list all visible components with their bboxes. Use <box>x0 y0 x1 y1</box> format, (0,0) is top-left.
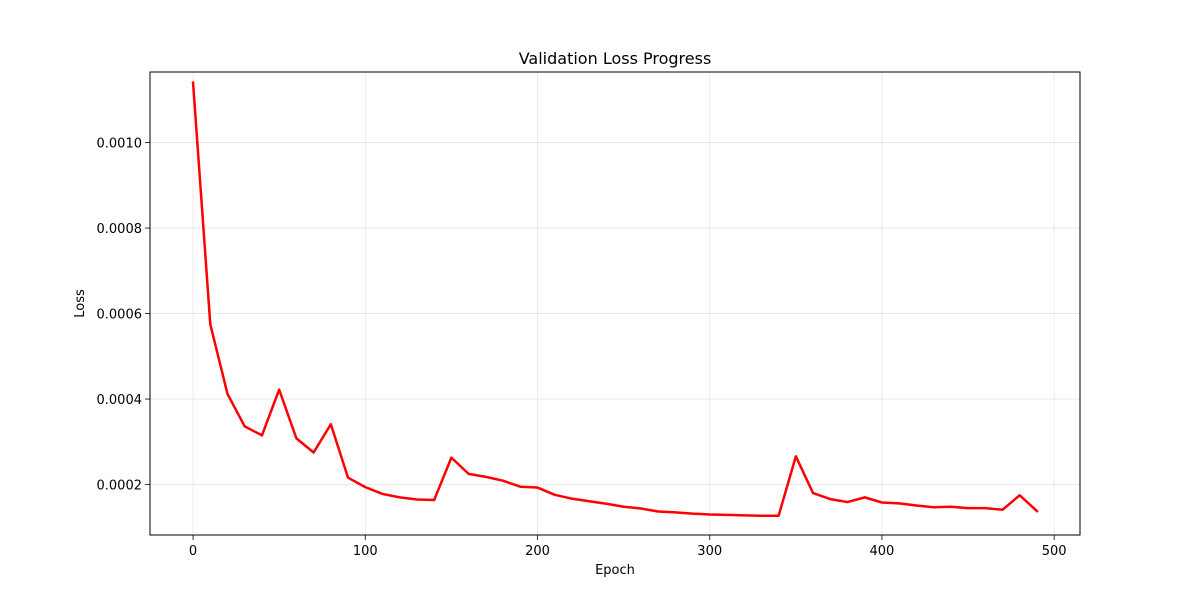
loss-point <box>984 507 987 510</box>
y-axis-ticks: 0.0002 0.0004 0.0006 0.0008 0.0010 <box>97 137 150 494</box>
y-tick-label: 0.0006 <box>97 308 143 323</box>
y-tick-label: 0.0004 <box>97 393 143 408</box>
x-tick-label: 400 <box>870 544 895 559</box>
loss-point <box>381 492 384 495</box>
loss-point <box>691 512 694 515</box>
loss-point <box>1035 510 1038 513</box>
loss-point <box>932 506 935 509</box>
loss-point <box>226 392 229 395</box>
chart-title: Validation Loss Progress <box>519 49 712 68</box>
loss-point <box>415 498 418 501</box>
loss-point <box>743 514 746 517</box>
grid-lines <box>150 72 1080 535</box>
loss-point <box>502 479 505 482</box>
loss-point <box>519 485 522 488</box>
loss-point <box>295 437 298 440</box>
loss-point <box>467 472 470 475</box>
loss-point <box>588 500 591 503</box>
loss-point <box>364 486 367 489</box>
x-axis-ticks: 0 100 200 300 400 500 <box>189 535 1067 559</box>
y-axis-label: Loss <box>73 289 88 318</box>
loss-point <box>553 493 556 496</box>
series-lines <box>191 81 1039 518</box>
loss-point <box>209 323 212 326</box>
x-tick-label: 200 <box>525 544 550 559</box>
loss-point <box>725 513 728 516</box>
loss-point <box>1001 508 1004 511</box>
plot-area-background <box>150 72 1080 535</box>
x-tick-label: 100 <box>353 544 378 559</box>
y-tick-label: 0.0002 <box>97 479 143 494</box>
loss-point <box>863 496 866 499</box>
loss-point <box>605 502 608 505</box>
x-axis-label: Epoch <box>595 563 635 578</box>
loss-line <box>191 81 1039 518</box>
loss-point <box>398 496 401 499</box>
y-tick-label: 0.0008 <box>97 222 143 237</box>
loss-point <box>329 423 332 426</box>
loss-point <box>949 505 952 508</box>
loss-point <box>639 507 642 510</box>
loss-point <box>708 513 711 516</box>
loss-point <box>777 514 780 517</box>
plot-frame <box>149 71 1081 536</box>
loss-point <box>812 492 815 495</box>
loss-point <box>312 451 315 454</box>
loss-point <box>192 81 195 84</box>
x-tick-label: 0 <box>189 544 197 559</box>
x-tick-label: 300 <box>697 544 722 559</box>
loss-point <box>243 425 246 428</box>
loss-point <box>657 510 660 513</box>
x-tick-label: 500 <box>1042 544 1067 559</box>
loss-point <box>915 504 918 507</box>
loss-point <box>622 505 625 508</box>
loss-point <box>794 455 797 458</box>
loss-point <box>898 502 901 505</box>
loss-point <box>829 498 832 501</box>
loss-point <box>1018 494 1021 497</box>
loss-point <box>260 434 263 437</box>
loss-point <box>846 501 849 504</box>
loss-point <box>967 507 970 510</box>
loss-point <box>760 514 763 517</box>
y-tick-label: 0.0010 <box>97 137 143 152</box>
loss-point <box>880 501 883 504</box>
loss-point <box>536 486 539 489</box>
loss-point <box>433 498 436 501</box>
loss-point <box>347 476 350 479</box>
loss-point <box>570 497 573 500</box>
loss-point <box>674 511 677 514</box>
loss-point <box>450 456 453 459</box>
loss-point <box>484 475 487 478</box>
loss-point <box>278 388 281 391</box>
